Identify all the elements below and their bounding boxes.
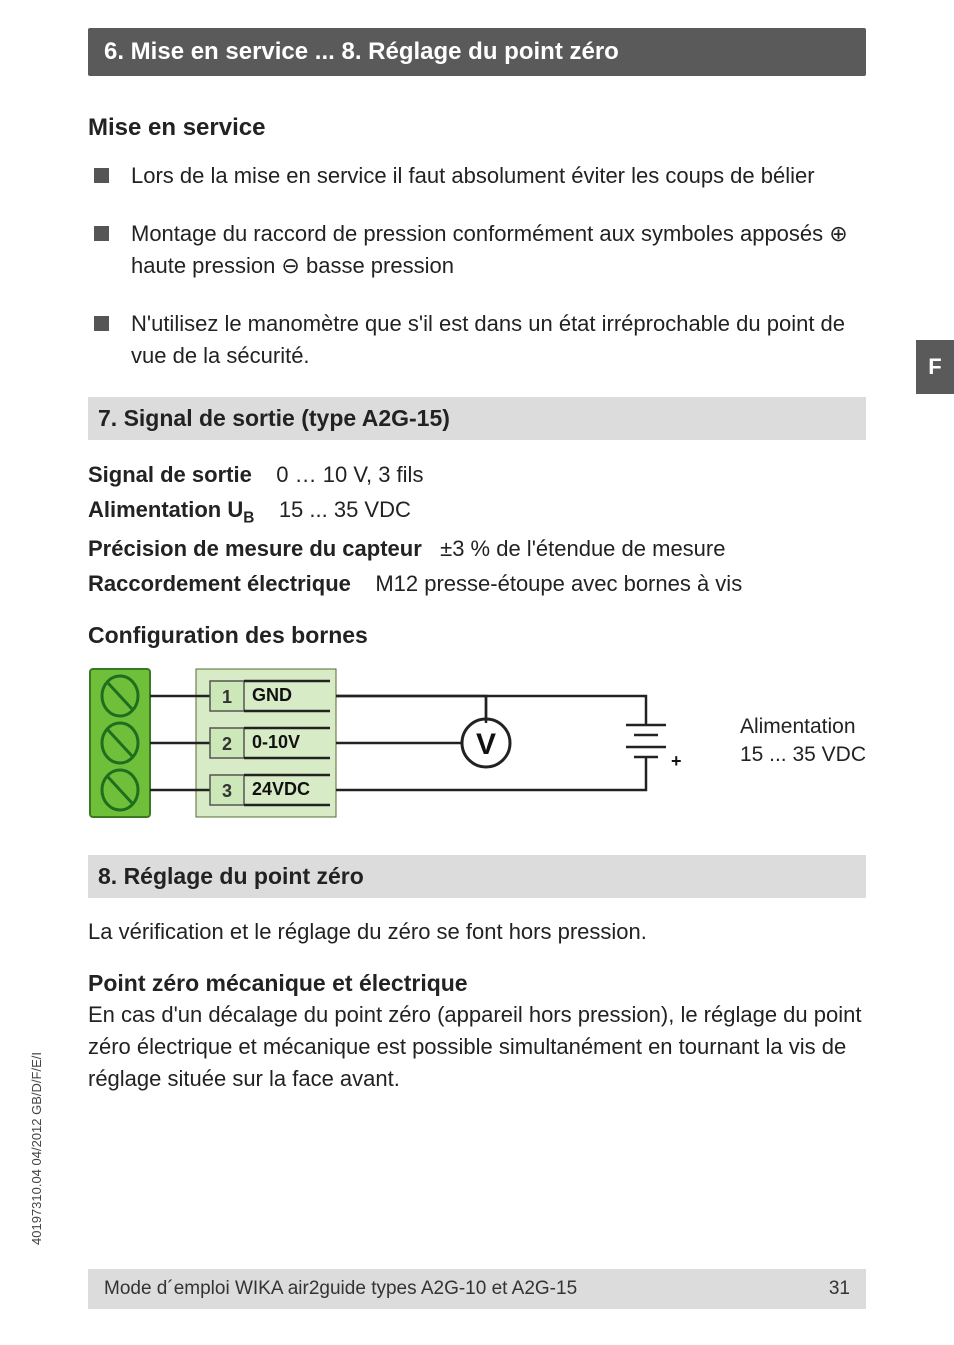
bullet-icon: [94, 226, 109, 241]
mise-en-service-heading: Mise en service: [88, 114, 866, 142]
page-footer: Mode d´emploi WIKA air2guide types A2G-1…: [88, 1269, 866, 1309]
terminal-label: 0-10V: [252, 732, 300, 752]
spec-label: Précision de mesure du capteur: [88, 536, 422, 561]
spec-row: Précision de mesure du capteur ±3 % de l…: [88, 532, 866, 565]
bullet-icon: [94, 316, 109, 331]
section-8-para1: La vérification et le réglage du zéro se…: [88, 916, 866, 948]
spec-row: Signal de sortie 0 … 10 V, 3 fils: [88, 458, 866, 491]
diagram-caption: Alimentation 15 ... 35 VDC: [740, 713, 866, 770]
chapter-title-bar: 6. Mise en service ... 8. Réglage du poi…: [88, 28, 866, 76]
spec-value: M12 presse-étoupe avec bornes à vis: [375, 571, 742, 596]
section-8-para2: En cas d'un décalage du point zéro (appa…: [88, 999, 866, 1095]
spec-value: 15 ... 35 VDC: [279, 497, 411, 522]
section-8-heading: 8. Réglage du point zéro: [88, 855, 866, 898]
spec-value: 0 … 10 V, 3 fils: [276, 462, 423, 487]
spec-row: Raccordement électrique M12 presse-étoup…: [88, 567, 866, 600]
page-number: 31: [829, 1278, 850, 1300]
mise-en-service-bullets: Lors de la mise en service il faut absol…: [88, 160, 866, 371]
voltmeter-label: V: [476, 728, 496, 761]
list-item: Lors de la mise en service il faut absol…: [88, 160, 866, 192]
language-tab: F: [916, 340, 954, 394]
terminal-label: 24VDC: [252, 779, 310, 799]
terminal-number: 1: [222, 687, 232, 707]
spec-label: Raccordement électrique: [88, 571, 351, 596]
specs-block: Signal de sortie 0 … 10 V, 3 fils Alimen…: [88, 458, 866, 600]
bullet-text: N'utilisez le manomètre que s'il est dan…: [131, 308, 866, 372]
bullet-text: Lors de la mise en service il faut absol…: [131, 160, 866, 192]
terminal-number: 2: [222, 734, 232, 754]
list-item: N'utilisez le manomètre que s'il est dan…: [88, 308, 866, 372]
terminal-label: GND: [252, 685, 292, 705]
terminal-number: 3: [222, 781, 232, 801]
footer-text: Mode d´emploi WIKA air2guide types A2G-1…: [104, 1278, 577, 1300]
bullet-icon: [94, 168, 109, 183]
battery-icon: +: [626, 721, 682, 771]
bullet-text: Montage du raccord de pression conformém…: [131, 218, 866, 282]
caption-line: 15 ... 35 VDC: [740, 741, 866, 769]
spec-label: Alimentation UB: [88, 497, 254, 522]
spec-label: Signal de sortie: [88, 462, 252, 487]
svg-text:+: +: [671, 751, 682, 771]
caption-line: Alimentation: [740, 713, 866, 741]
spec-value: ±3 % de l'étendue de mesure: [440, 536, 725, 561]
section-7-heading: 7. Signal de sortie (type A2G-15): [88, 397, 866, 440]
config-bornes-heading: Configuration des bornes: [88, 622, 866, 649]
list-item: Montage du raccord de pression conformém…: [88, 218, 866, 282]
terminal-diagram: 1 GND 2 0-10V 3 24VDC: [86, 663, 846, 823]
spec-row: Alimentation UB 15 ... 35 VDC: [88, 493, 866, 530]
section-8-subheading: Point zéro mécanique et électrique: [88, 970, 866, 997]
document-reference: 40197310.04 04/2012 GB/D/F/E/I: [29, 1052, 44, 1245]
